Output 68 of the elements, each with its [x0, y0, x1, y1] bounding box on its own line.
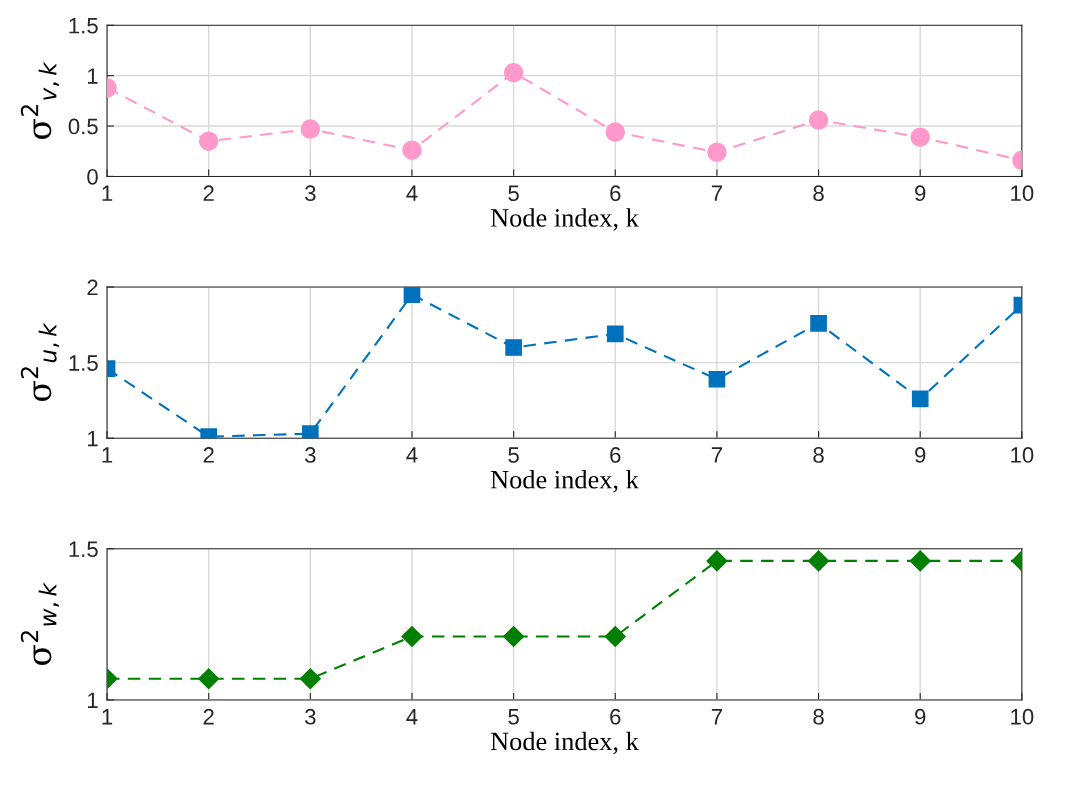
- x-tick-label: 3: [305, 185, 316, 202]
- x-tick-label: 10: [1011, 447, 1034, 463]
- y-tick-label: 0.5: [68, 118, 98, 135]
- x-tick-label: 4: [406, 185, 418, 201]
- point: [808, 110, 829, 130]
- x-tick-label: 2: [203, 185, 214, 201]
- x-axis-title: Node index, k: [490, 470, 639, 493]
- y-tick-label: 0: [87, 168, 98, 185]
- x-tick-label: 1: [102, 709, 113, 725]
- point: [910, 127, 930, 147]
- x-tick-label: 6: [610, 708, 621, 725]
- x-tick-label: 9: [915, 447, 926, 463]
- x-axis-title: Node index, k: [490, 208, 639, 231]
- point: [604, 625, 626, 647]
- point: [909, 550, 931, 572]
- x-tick-label: 6: [610, 447, 621, 463]
- x-tick-label: 9: [915, 708, 926, 725]
- y-axis-title: σ$^{2}$$_{w,k}$: [20, 582, 60, 666]
- x-axis-title: Node index, k: [490, 731, 639, 755]
- x-tick-label: 8: [813, 185, 824, 202]
- y-tick-label: 1.5: [69, 18, 98, 34]
- x-tick-label: 5: [508, 709, 519, 725]
- x-tick-label: 6: [610, 185, 621, 202]
- point: [300, 119, 321, 139]
- x-tick-label: 7: [711, 185, 722, 201]
- x-tick-label: 3: [305, 708, 316, 725]
- x-tick-label: 7: [711, 709, 722, 725]
- x-tick-label: 10: [1011, 185, 1034, 202]
- x-tick-label: 4: [406, 709, 418, 725]
- point: [198, 668, 220, 690]
- y-axis-title: σ$^{2}$$_{u,k}$: [20, 322, 60, 402]
- point: [808, 550, 830, 572]
- x-tick-label: 5: [508, 447, 519, 463]
- x-tick-label: 10: [1011, 708, 1034, 725]
- y-tick-label: 2: [87, 279, 98, 296]
- y-axis-title: σ$^{2}$$_{v,k}$: [20, 61, 60, 140]
- y-tick-label: 1: [88, 430, 98, 447]
- point: [299, 668, 321, 690]
- x-tick-label: 3: [305, 447, 316, 463]
- x-tick-label: 1: [102, 447, 113, 463]
- y-tick-label: 1.5: [69, 355, 98, 371]
- point: [708, 370, 726, 388]
- point: [706, 550, 728, 572]
- point: [198, 131, 219, 151]
- x-tick-label: 1: [102, 185, 113, 201]
- point: [810, 314, 827, 332]
- x-tick-label: 2: [203, 447, 214, 463]
- x-tick-label: 5: [508, 185, 519, 202]
- y-tick-label: 1: [88, 692, 98, 708]
- point: [606, 325, 624, 343]
- x-tick-label: 8: [813, 708, 824, 725]
- x-tick-label: 4: [406, 447, 418, 463]
- point: [301, 425, 319, 439]
- point: [503, 625, 525, 647]
- y-tick-label: 1: [88, 68, 98, 84]
- point: [505, 339, 522, 356]
- y-tick-label: 1.5: [69, 541, 98, 558]
- point: [605, 122, 625, 142]
- point: [402, 140, 422, 160]
- point: [403, 287, 421, 303]
- x-tick-label: 9: [915, 185, 926, 202]
- point: [503, 62, 524, 83]
- point: [401, 625, 423, 647]
- point: [911, 390, 929, 408]
- x-tick-label: 2: [203, 708, 214, 725]
- point: [707, 142, 727, 162]
- x-tick-label: 8: [813, 447, 824, 463]
- x-tick-label: 7: [711, 447, 722, 463]
